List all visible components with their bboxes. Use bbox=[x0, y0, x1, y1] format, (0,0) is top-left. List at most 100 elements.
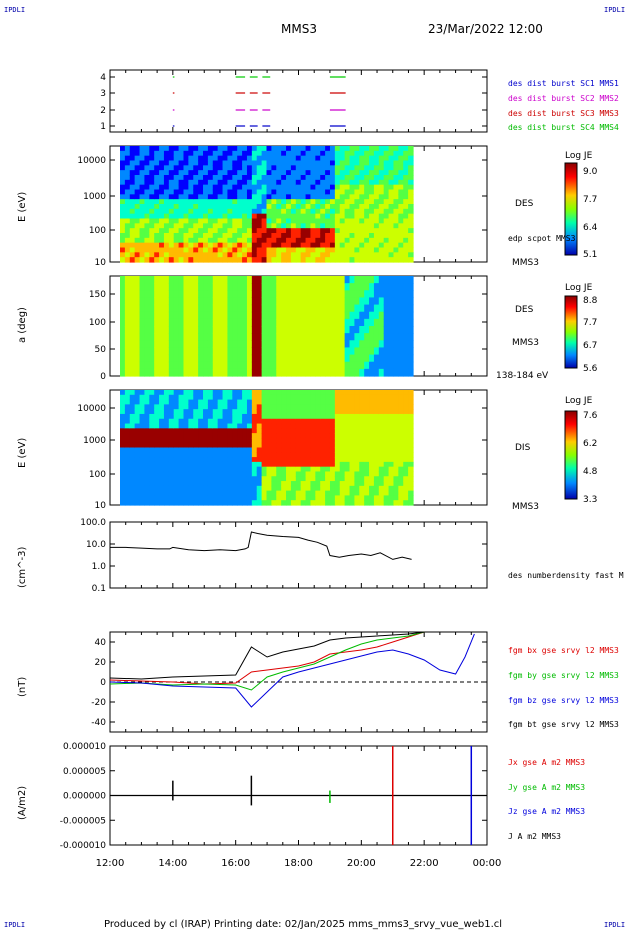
spectrogram-cell bbox=[383, 394, 390, 401]
spectrogram-cell bbox=[349, 194, 355, 200]
spectrogram-cell bbox=[159, 179, 165, 186]
spectrogram-cell bbox=[290, 233, 297, 239]
spectrogram-cell bbox=[212, 184, 219, 191]
spectrogram-cell bbox=[154, 466, 160, 473]
spectrogram-cell bbox=[344, 175, 351, 181]
spectrogram-cell bbox=[129, 471, 136, 477]
spectrogram-cell bbox=[403, 442, 409, 449]
x-tick-label: 18:00 bbox=[284, 858, 313, 869]
spectrogram-cell bbox=[124, 333, 131, 341]
spectrogram-cell bbox=[163, 208, 170, 215]
spectrogram-cell bbox=[354, 500, 360, 506]
spectrogram-cell bbox=[315, 208, 321, 215]
spectrogram-cell bbox=[168, 276, 175, 284]
spectrogram-cell bbox=[383, 500, 390, 506]
spectrogram-cell bbox=[159, 218, 165, 224]
spectrogram-cell bbox=[359, 354, 365, 363]
spectrogram-cell bbox=[212, 146, 219, 152]
spectrogram-cell bbox=[325, 428, 331, 434]
spectrogram-cell bbox=[207, 333, 214, 341]
spectrogram-cell bbox=[334, 170, 341, 176]
spectrogram-cell bbox=[256, 160, 263, 166]
spectrogram-cell bbox=[246, 418, 253, 425]
spectrogram-cell bbox=[178, 433, 185, 439]
spectrogram-cell bbox=[178, 476, 185, 482]
spectrogram-cell bbox=[168, 189, 175, 195]
spectrogram-cell bbox=[246, 433, 253, 439]
spectrogram-cell bbox=[242, 179, 248, 186]
spectrogram-cell bbox=[120, 347, 126, 356]
spectrogram-cell bbox=[295, 433, 302, 439]
spectrogram-cell bbox=[124, 252, 131, 258]
spectrogram-cell bbox=[120, 368, 126, 377]
spectrogram-cell bbox=[290, 155, 297, 162]
spectrogram-cell bbox=[393, 146, 399, 152]
spectrogram-cell bbox=[320, 461, 326, 468]
spectrogram-cell bbox=[242, 442, 248, 449]
spectrogram-cell bbox=[261, 347, 268, 356]
spectrogram-cell bbox=[217, 326, 224, 334]
spectrogram-cell bbox=[403, 184, 409, 191]
spectrogram-cell bbox=[261, 276, 268, 284]
spectrogram-cell bbox=[217, 160, 224, 166]
spectrogram-cell bbox=[310, 252, 316, 258]
spectrogram-cell bbox=[329, 461, 336, 468]
spectrogram-cell bbox=[144, 471, 150, 477]
spectrogram-cell bbox=[168, 433, 175, 439]
spectrogram-cell bbox=[193, 223, 199, 229]
spectrogram-cell bbox=[369, 252, 375, 258]
spectrogram-cell bbox=[281, 189, 287, 195]
spectrogram-cell bbox=[134, 461, 141, 468]
spectrogram-cell bbox=[310, 409, 316, 415]
spectrogram-cell bbox=[315, 165, 321, 171]
spectrogram-cell bbox=[163, 404, 170, 410]
spectrogram-cell bbox=[217, 223, 224, 229]
spectrogram-cell bbox=[339, 347, 346, 356]
spectrogram-cell bbox=[246, 461, 253, 468]
spectrogram-cell bbox=[300, 146, 307, 152]
spectrogram-cell bbox=[237, 340, 243, 349]
spectrogram-cell bbox=[183, 165, 189, 171]
spectrogram-cell bbox=[286, 428, 292, 434]
spectrogram-cell bbox=[222, 490, 229, 497]
spectrogram-cell bbox=[139, 218, 146, 224]
spectrogram-cell bbox=[154, 368, 160, 377]
spectrogram-cell bbox=[339, 199, 346, 205]
spectrogram-cell bbox=[310, 326, 316, 334]
spectrogram-cell bbox=[295, 490, 302, 497]
spectrogram-cell bbox=[198, 368, 204, 377]
spectrogram-cell bbox=[159, 428, 165, 434]
spectrogram-cell bbox=[207, 481, 214, 487]
spectrogram-cell bbox=[408, 218, 414, 224]
spectrogram-cell bbox=[188, 165, 194, 171]
spectrogram-cell bbox=[227, 318, 233, 327]
spectrogram-cell bbox=[139, 404, 146, 410]
spectrogram-cell bbox=[398, 347, 404, 356]
spectrogram-cell bbox=[369, 150, 375, 157]
spectrogram-cell bbox=[144, 297, 150, 306]
spectrogram-cell bbox=[251, 304, 258, 313]
spectrogram-cell bbox=[183, 189, 189, 195]
spectrogram-cell bbox=[237, 170, 243, 176]
spectrogram-cell bbox=[256, 213, 263, 220]
spectrogram-cell bbox=[193, 218, 199, 224]
spectrogram-cell bbox=[359, 247, 365, 253]
spectrogram-cell bbox=[403, 476, 409, 482]
spectrogram-cell bbox=[207, 155, 214, 162]
spectrogram-cell bbox=[276, 150, 282, 157]
spectrogram-cell bbox=[183, 368, 189, 377]
spectrogram-cell bbox=[339, 428, 346, 434]
spectrogram-cell bbox=[349, 247, 355, 253]
spectrogram-cell bbox=[349, 423, 355, 429]
spectrogram-cell bbox=[271, 354, 277, 363]
spectrogram-cell bbox=[300, 481, 307, 487]
spectrogram-cell bbox=[188, 247, 194, 253]
spectrogram-cell bbox=[354, 194, 360, 200]
spectrogram-cell bbox=[222, 204, 229, 210]
spectrogram-cell bbox=[256, 247, 263, 253]
spectrogram-cell bbox=[354, 461, 360, 468]
spectrogram-cell bbox=[168, 228, 175, 234]
spectrogram-cell bbox=[290, 160, 297, 166]
spectrogram-cell bbox=[373, 304, 380, 313]
spectrogram-cell bbox=[144, 189, 150, 195]
